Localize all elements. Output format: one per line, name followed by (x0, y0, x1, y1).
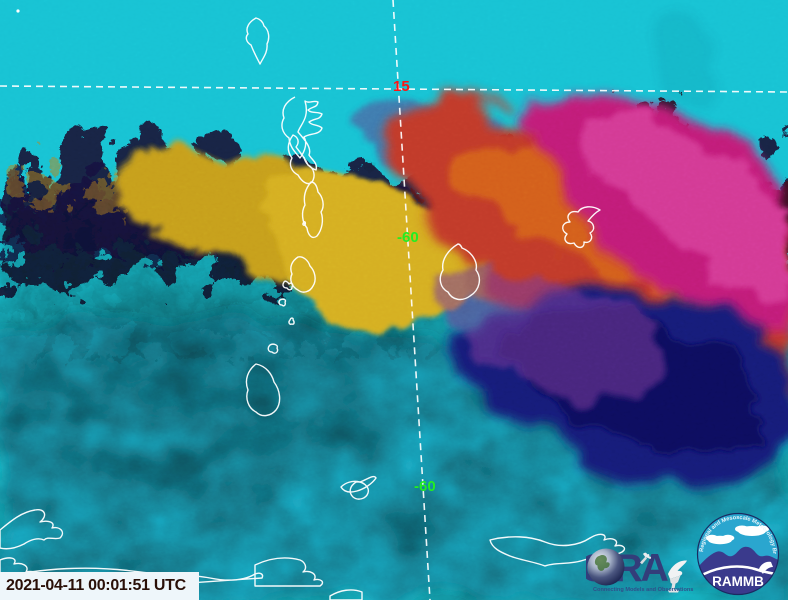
svg-text:-60: -60 (414, 478, 436, 495)
svg-text:-60: -60 (397, 229, 419, 246)
svg-text:15: 15 (393, 78, 410, 95)
svg-text:Connecting Models and Observat: Connecting Models and Observations (593, 587, 693, 593)
svg-text:RAMMB: RAMMB (712, 574, 764, 589)
